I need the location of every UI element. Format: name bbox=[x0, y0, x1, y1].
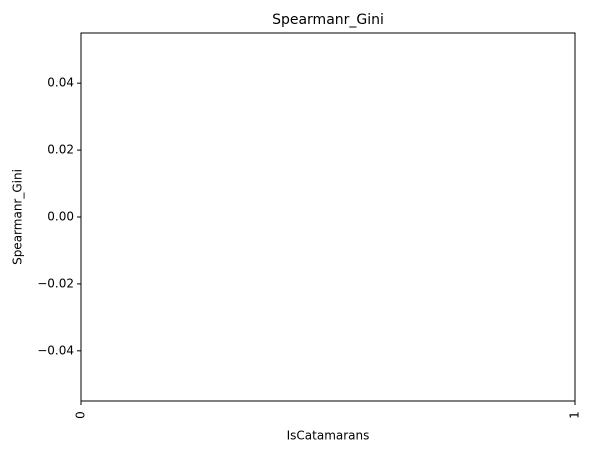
x-tick-label: 1 bbox=[568, 411, 582, 419]
chart-title: Spearmanr_Gini bbox=[272, 12, 384, 28]
y-tick-label: −0.04 bbox=[37, 343, 74, 357]
y-tick-label: −0.02 bbox=[37, 276, 74, 290]
y-tick-label: 0.04 bbox=[47, 76, 74, 90]
x-tick-label: 0 bbox=[74, 411, 88, 419]
y-axis-label: Spearmanr_Gini bbox=[11, 169, 25, 265]
y-tick-label: 0.00 bbox=[47, 210, 74, 224]
y-tick-label: 0.02 bbox=[47, 143, 74, 157]
x-axis-label: IsCatamarans bbox=[287, 429, 370, 443]
plot-frame bbox=[80, 32, 576, 402]
